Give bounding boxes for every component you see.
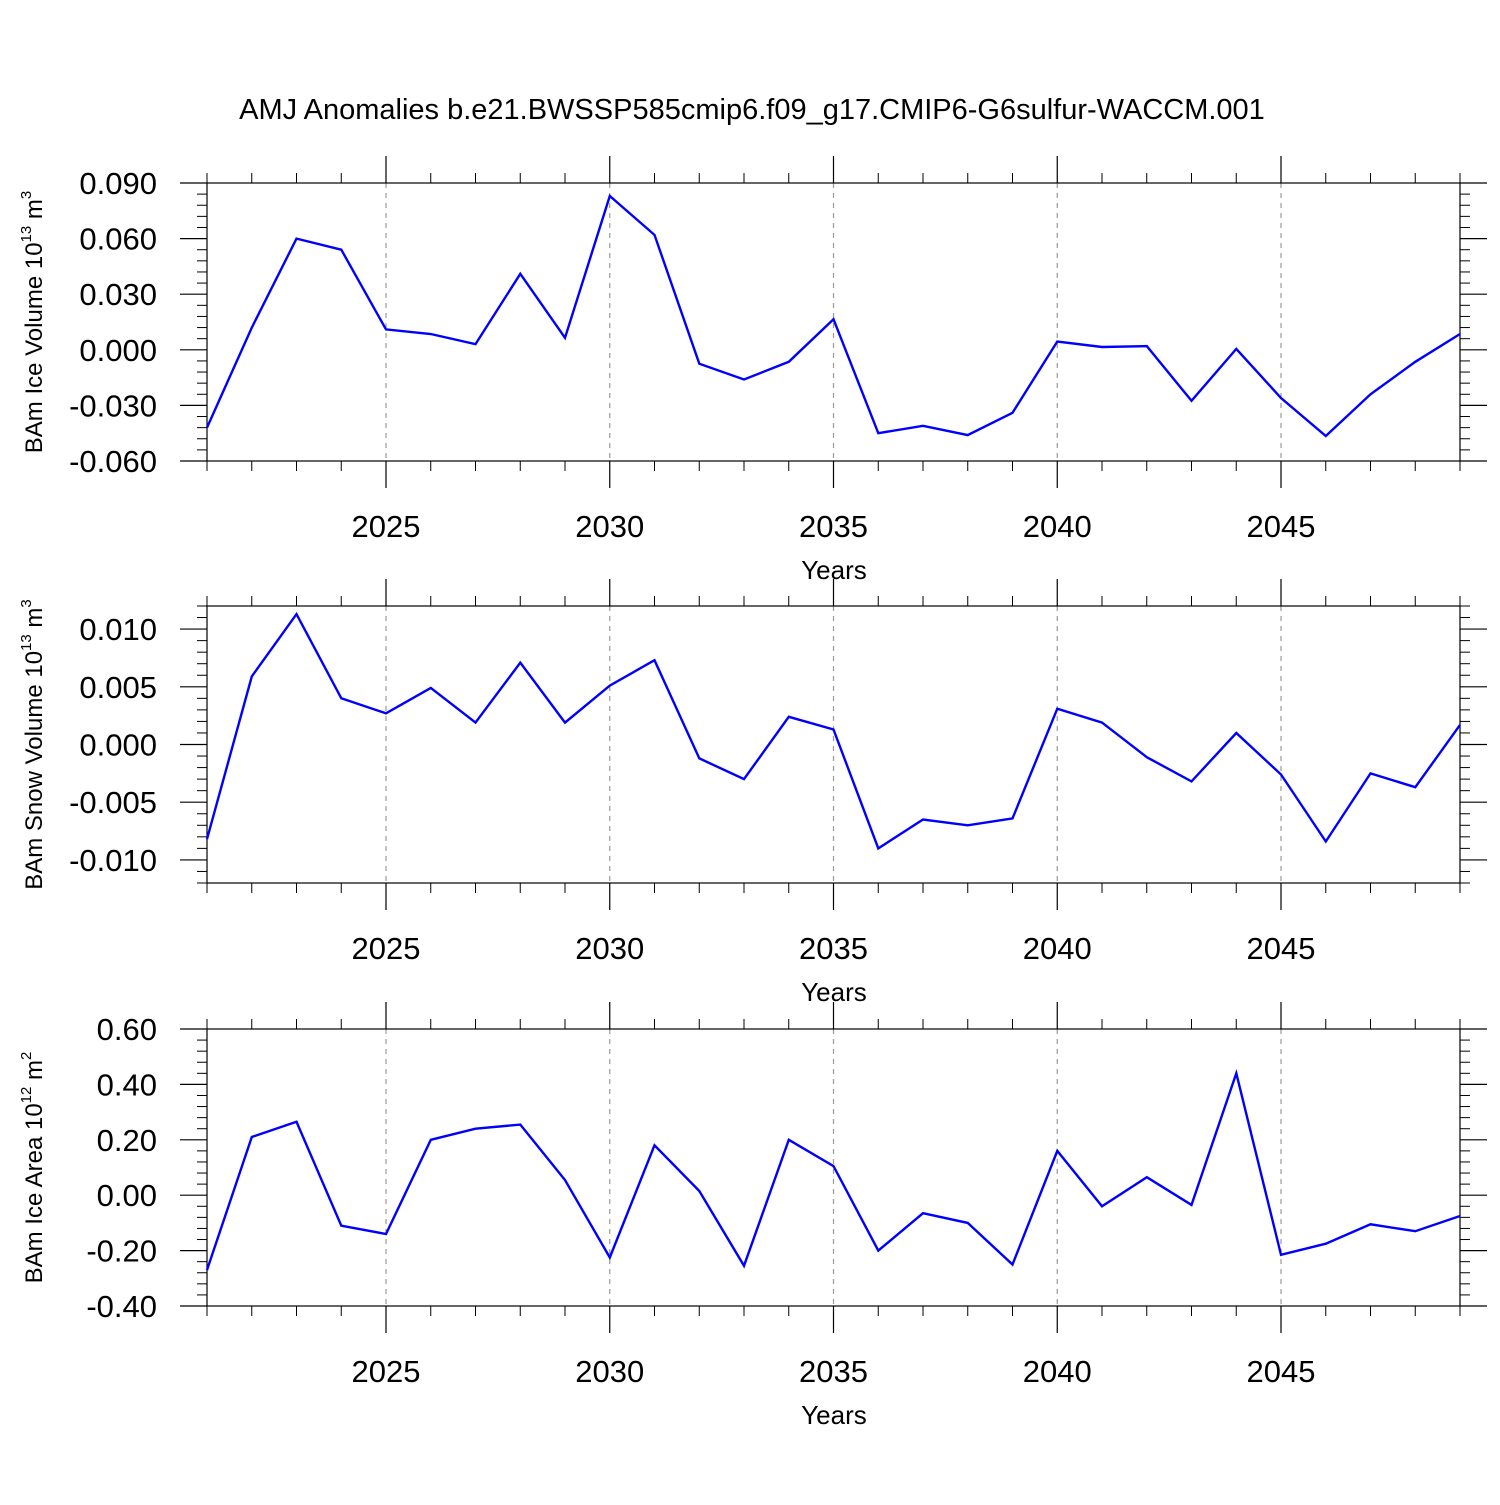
x-tick-label: 2030 [575, 1354, 644, 1389]
chart-panel-2: -0.010 -0.005 0.000 0.005 0.010 2025 2030 2035 2… [18, 579, 1487, 1007]
x-tick-label: 2030 [575, 509, 644, 544]
y-axis-label-unit-exponent: 2 [18, 1052, 35, 1060]
x-tick-label: 2030 [575, 931, 644, 966]
x-tick-label: 2040 [1023, 931, 1092, 966]
y-tick-label: -0.20 [86, 1234, 157, 1269]
y-axis-label-unit-exponent: 3 [18, 191, 35, 199]
y-tick-label: 0.030 [79, 277, 157, 312]
y-axis-label: BAm Ice Volume 1013 m3 [18, 191, 48, 453]
x-tick-label: 2035 [799, 931, 868, 966]
x-tick-label: 2045 [1247, 931, 1316, 966]
y-tick-label: 0.20 [97, 1123, 157, 1158]
y-tick-label: -0.060 [69, 444, 157, 479]
y-tick-label: -0.010 [69, 843, 157, 878]
x-tick-label: 2040 [1023, 509, 1092, 544]
y-axis-label-unit: m [21, 1060, 48, 1087]
y-tick-label: -0.40 [86, 1289, 157, 1324]
y-tick-label: 0.090 [79, 166, 157, 201]
series-line [205, 611, 1461, 851]
y-tick-label: 0.060 [79, 222, 157, 257]
x-tick-label: 2045 [1247, 1354, 1316, 1389]
y-axis-label-unit-exponent: 3 [18, 599, 35, 607]
y-tick-label: 0.40 [97, 1067, 157, 1102]
y-axis-label-exponent: 12 [18, 1087, 35, 1104]
x-tick-label: 2025 [352, 1354, 421, 1389]
y-tick-label: -0.005 [69, 785, 157, 820]
series-line [205, 1069, 1461, 1271]
x-tick-label: 2040 [1023, 1354, 1092, 1389]
x-tick-label: 2045 [1247, 509, 1316, 544]
x-tick-label: 2035 [799, 509, 868, 544]
y-axis-label-exponent: 13 [18, 634, 35, 651]
y-axis-label-exponent: 13 [18, 226, 35, 243]
x-axis-label: Years [801, 1400, 867, 1430]
y-axis-label-text: BAm Ice Volume 10 [21, 242, 48, 453]
y-tick-label: 0.00 [97, 1178, 157, 1213]
y-tick-label: 0.010 [79, 612, 157, 647]
x-tick-label: 2035 [799, 1354, 868, 1389]
y-axis-label-unit: m [21, 608, 48, 635]
y-axis-label-unit: m [21, 199, 48, 226]
y-axis-label-text: BAm Snow Volume 10 [21, 651, 48, 890]
y-axis-label-text: BAm Ice Area 10 [21, 1103, 48, 1283]
y-tick-label: 0.000 [79, 728, 157, 763]
y-tick-label: 0.60 [97, 1012, 157, 1047]
series-line [205, 193, 1461, 438]
x-tick-label: 2025 [352, 931, 421, 966]
y-axis-label: BAm Snow Volume 1013 m3 [18, 599, 48, 890]
y-tick-label: 0.000 [79, 333, 157, 368]
chart-panel-3: -0.40 -0.20 0.00 0.20 0.40 0.60 2025 2030 2035 20… [18, 1002, 1487, 1430]
panels: -0.060 -0.030 0.000 0.030 0.060 0.090 2025 2030… [18, 156, 1487, 1430]
y-axis-label: BAm Ice Area 1012 m2 [18, 1052, 48, 1284]
y-tick-label: 0.005 [79, 670, 157, 705]
figure-title: AMJ Anomalies b.e21.BWSSP585cmip6.f09_g1… [239, 94, 1265, 126]
chart-panel-1: -0.060 -0.030 0.000 0.030 0.060 0.090 2025 2030… [18, 156, 1487, 585]
y-tick-label: -0.030 [69, 388, 157, 423]
x-tick-label: 2025 [352, 509, 421, 544]
